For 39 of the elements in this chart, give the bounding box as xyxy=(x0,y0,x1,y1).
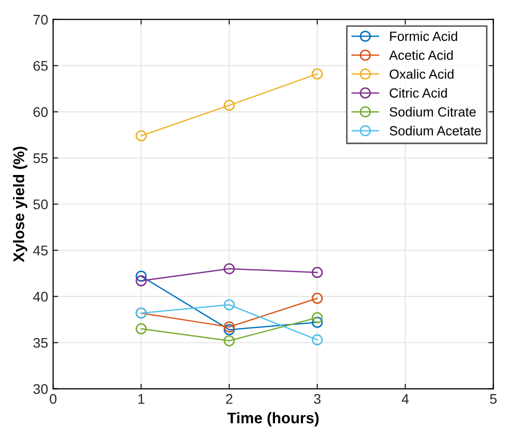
point xyxy=(136,275,147,286)
x-tick-label: 5 xyxy=(490,394,497,404)
x-tick-label: 0 xyxy=(50,394,56,404)
x-tick-label: 1 xyxy=(138,394,144,404)
point xyxy=(136,130,147,142)
y-tick-label: 70 xyxy=(34,14,48,25)
x-axis-title: Time (hours) xyxy=(227,412,319,426)
legend-label: Formic Acid xyxy=(390,31,458,42)
x-tick-label: 3 xyxy=(314,394,321,404)
point xyxy=(224,263,235,274)
point xyxy=(312,334,323,346)
y-axis-title: Xylose yield (%) xyxy=(13,146,28,262)
y-tick-label: 50 xyxy=(33,199,48,210)
point xyxy=(136,270,147,282)
point xyxy=(312,316,323,328)
x-tick-label: 4 xyxy=(402,394,409,404)
point xyxy=(312,266,323,278)
legend-label: Citric Acid xyxy=(390,88,447,98)
point xyxy=(312,68,323,80)
y-tick-label: 35 xyxy=(33,338,48,348)
y-tick-label: 65 xyxy=(34,60,48,71)
y-tick-label: 55 xyxy=(33,153,48,164)
legend-label: Acetic Acid xyxy=(389,50,453,60)
point xyxy=(224,324,235,336)
legend-label: Sodium Acetate xyxy=(390,126,481,136)
legend-label: Sodium Citrate xyxy=(390,106,476,117)
y-tick-label: 30 xyxy=(33,384,48,394)
point xyxy=(312,312,323,324)
point xyxy=(312,292,323,304)
point xyxy=(224,321,235,332)
y-tick-label: 40 xyxy=(33,292,48,302)
point xyxy=(224,299,235,310)
x-tick-label: 2 xyxy=(226,394,232,404)
legend-label: Oxalic Acid xyxy=(390,69,454,79)
point xyxy=(136,323,147,334)
point xyxy=(224,100,235,111)
y-tick-label: 45 xyxy=(33,246,48,256)
point xyxy=(224,335,235,346)
y-tick-label: 60 xyxy=(34,107,48,117)
